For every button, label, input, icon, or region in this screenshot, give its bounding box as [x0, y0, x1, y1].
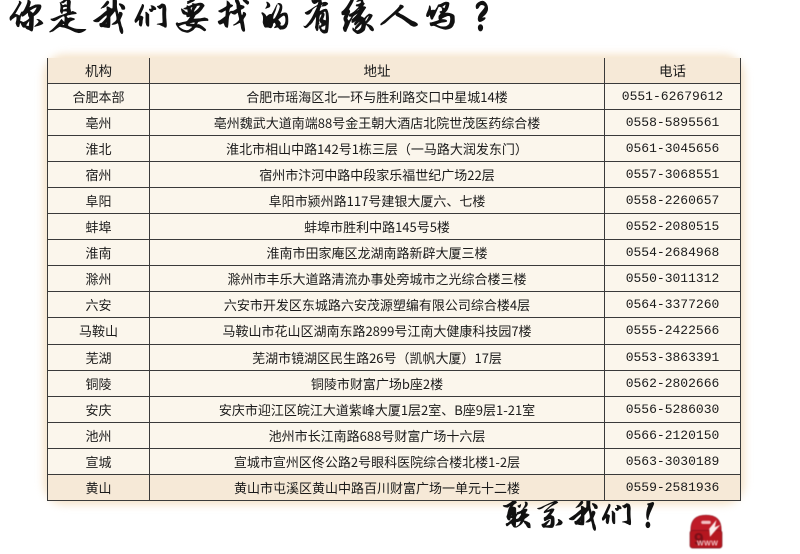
svg-text:WWW: WWW: [697, 539, 719, 548]
